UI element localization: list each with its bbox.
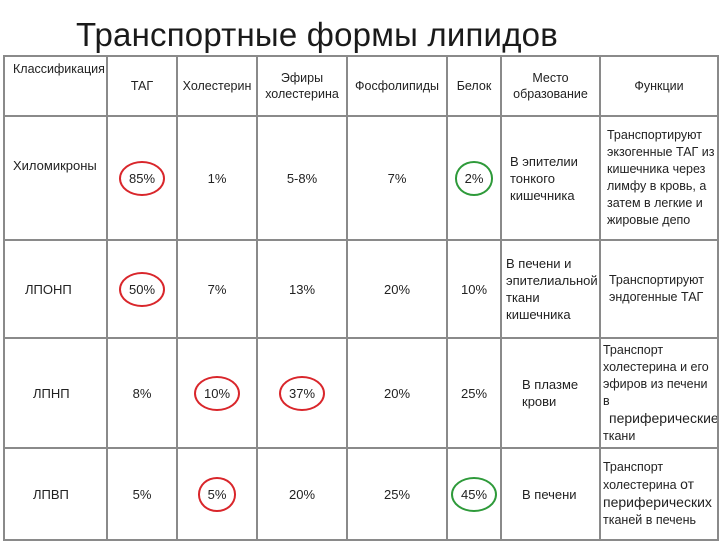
page-title: Транспортные формы липидов (76, 16, 558, 53)
table-row: ЛПНП 8% 10% 37% 20% 25% В плазме крови Тр… (3, 337, 719, 449)
green-circle-highlight: 45% (450, 476, 498, 512)
cell-function: Транспорт холестерина и его эфиров из пече… (599, 337, 719, 449)
cell-protein: 25% (446, 337, 502, 449)
cell-cholesterol: 5% (176, 447, 258, 541)
header-tag: ТАГ (106, 55, 178, 117)
cell-function: Транспорт холестерина от периферических тка… (599, 447, 719, 541)
cell-phospholipids: 20% (346, 239, 448, 339)
red-circle-highlight: 10% (193, 375, 241, 411)
cell-function: Транспортируют эндогенные ТАГ (599, 239, 719, 339)
cell-cholesterol: 7% (176, 239, 258, 339)
function-insert: периферических (603, 494, 712, 510)
cell-esters: 37% (256, 337, 348, 449)
header-phospholipids: Фосфолипиды (346, 55, 448, 117)
header-cholesterol: Холестерин (176, 55, 258, 117)
cell-place: В эпителии тонкого кишечника (500, 115, 601, 241)
red-circle-highlight: 5% (197, 476, 237, 512)
cell-cholesterol: 10% (176, 337, 258, 449)
cell-esters: 20% (256, 447, 348, 541)
red-circle-highlight: 85% (118, 160, 166, 196)
cell-phospholipids: 7% (346, 115, 448, 241)
cell-place: В плазме крови (500, 337, 601, 449)
cell-protein: 2% (446, 115, 502, 241)
table-row: ЛПВП 5% 5% 20% 25% 45% В печени Транспор… (3, 447, 719, 541)
cell-place: В печени (500, 447, 601, 541)
function-insert: от (680, 476, 694, 492)
cell-tag: 50% (106, 239, 178, 339)
header-esters: Эфиры холестерина (256, 55, 348, 117)
header-classification: Классификация (3, 55, 108, 117)
row-name: Хиломикроны (3, 115, 108, 241)
cell-tag: 5% (106, 447, 178, 541)
cell-tag: 85% (106, 115, 178, 241)
header-row: Классификация ТАГ Холестерин Эфиры холест… (3, 55, 719, 117)
cell-phospholipids: 20% (346, 337, 448, 449)
cell-tag: 8% (106, 337, 178, 449)
row-name: ЛПВП (3, 447, 108, 541)
header-protein: Белок (446, 55, 502, 117)
red-circle-highlight: 37% (278, 375, 326, 411)
table-row: ЛПОНП 50% 7% 13% 20% 10% В печени и эпите… (3, 239, 719, 339)
function-insert: периферические (609, 409, 718, 426)
table-row: Хиломикроны 85% 1% 5-8% 7% 2% В эпителии… (3, 115, 719, 241)
cell-place: В печени и эпителиальной ткани кишечника (500, 239, 601, 339)
cell-phospholipids: 25% (346, 447, 448, 541)
cell-protein: 45% (446, 447, 502, 541)
row-name: ЛПОНП (3, 239, 108, 339)
header-place: Место образование (500, 55, 601, 117)
cell-esters: 5-8% (256, 115, 348, 241)
green-circle-highlight: 2% (454, 160, 494, 196)
cell-protein: 10% (446, 239, 502, 339)
cell-function: Транспортируют экзогенные ТАГ из кишечника… (599, 115, 719, 241)
header-functions: Функции (599, 55, 719, 117)
cell-cholesterol: 1% (176, 115, 258, 241)
lipid-table: Классификация ТАГ Холестерин Эфиры холест… (3, 55, 719, 541)
red-circle-highlight: 50% (118, 271, 166, 307)
row-name: ЛПНП (3, 337, 108, 449)
cell-esters: 13% (256, 239, 348, 339)
